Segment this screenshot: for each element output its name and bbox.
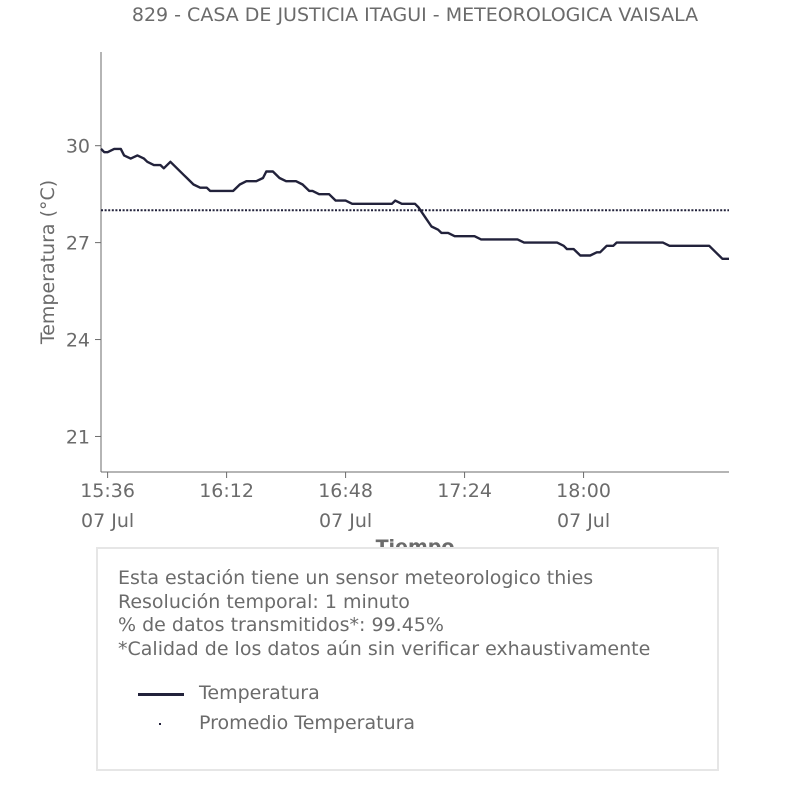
x-tick-label-time: 16:48 [318,480,373,502]
x-tick-label-date: 07 Jul [81,510,134,532]
info-resolution-line: Resolución temporal: 1 minuto [118,590,410,613]
info-text: Esta estación tiene un sensor meteorolog… [118,567,650,661]
series-temperatura-line [100,147,729,260]
legend-dot-swatch [159,723,161,725]
y-tick-label: 21 [66,426,90,448]
legend-label-temperatura: Temperatura [199,682,320,704]
x-axis-ticks: 15:36 07 Jul 16:12 16:48 07 Jul 17:24 18:00 07 … [80,472,611,532]
legend-line-swatch [138,693,184,696]
info-panel: Esta estación tiene un sensor meteorolog… [96,547,719,771]
x-tick-label-time: 15:36 [80,480,135,502]
y-axis-title: Temperatura (°C) [37,180,59,345]
x-tick-label-time: 17:24 [437,480,492,502]
y-tick-label: 27 [66,233,90,255]
x-tick-label-time: 16:12 [199,480,254,502]
x-tick-label-date: 07 Jul [319,510,372,532]
legend-label-promedio: Promedio Temperatura [199,712,416,734]
y-tick-label: 30 [66,136,90,158]
y-axis-ticks: 21 24 27 30 [66,136,101,448]
info-sensor-line: Esta estación tiene un sensor meteorolog… [118,567,594,589]
info-transmitted-line: % de datos transmitidos*: 99.45% [118,614,444,636]
x-tick-label-date: 07 Jul [557,510,610,532]
info-quality-line: *Calidad de los datos aún sin verificar … [118,637,651,660]
chart-title: 829 - CASA DE JUSTICIA ITAGUI - METEOROL… [132,4,698,26]
x-tick-label-time: 18:00 [556,480,611,502]
series-layer [100,147,729,260]
y-tick-label: 24 [66,330,90,352]
